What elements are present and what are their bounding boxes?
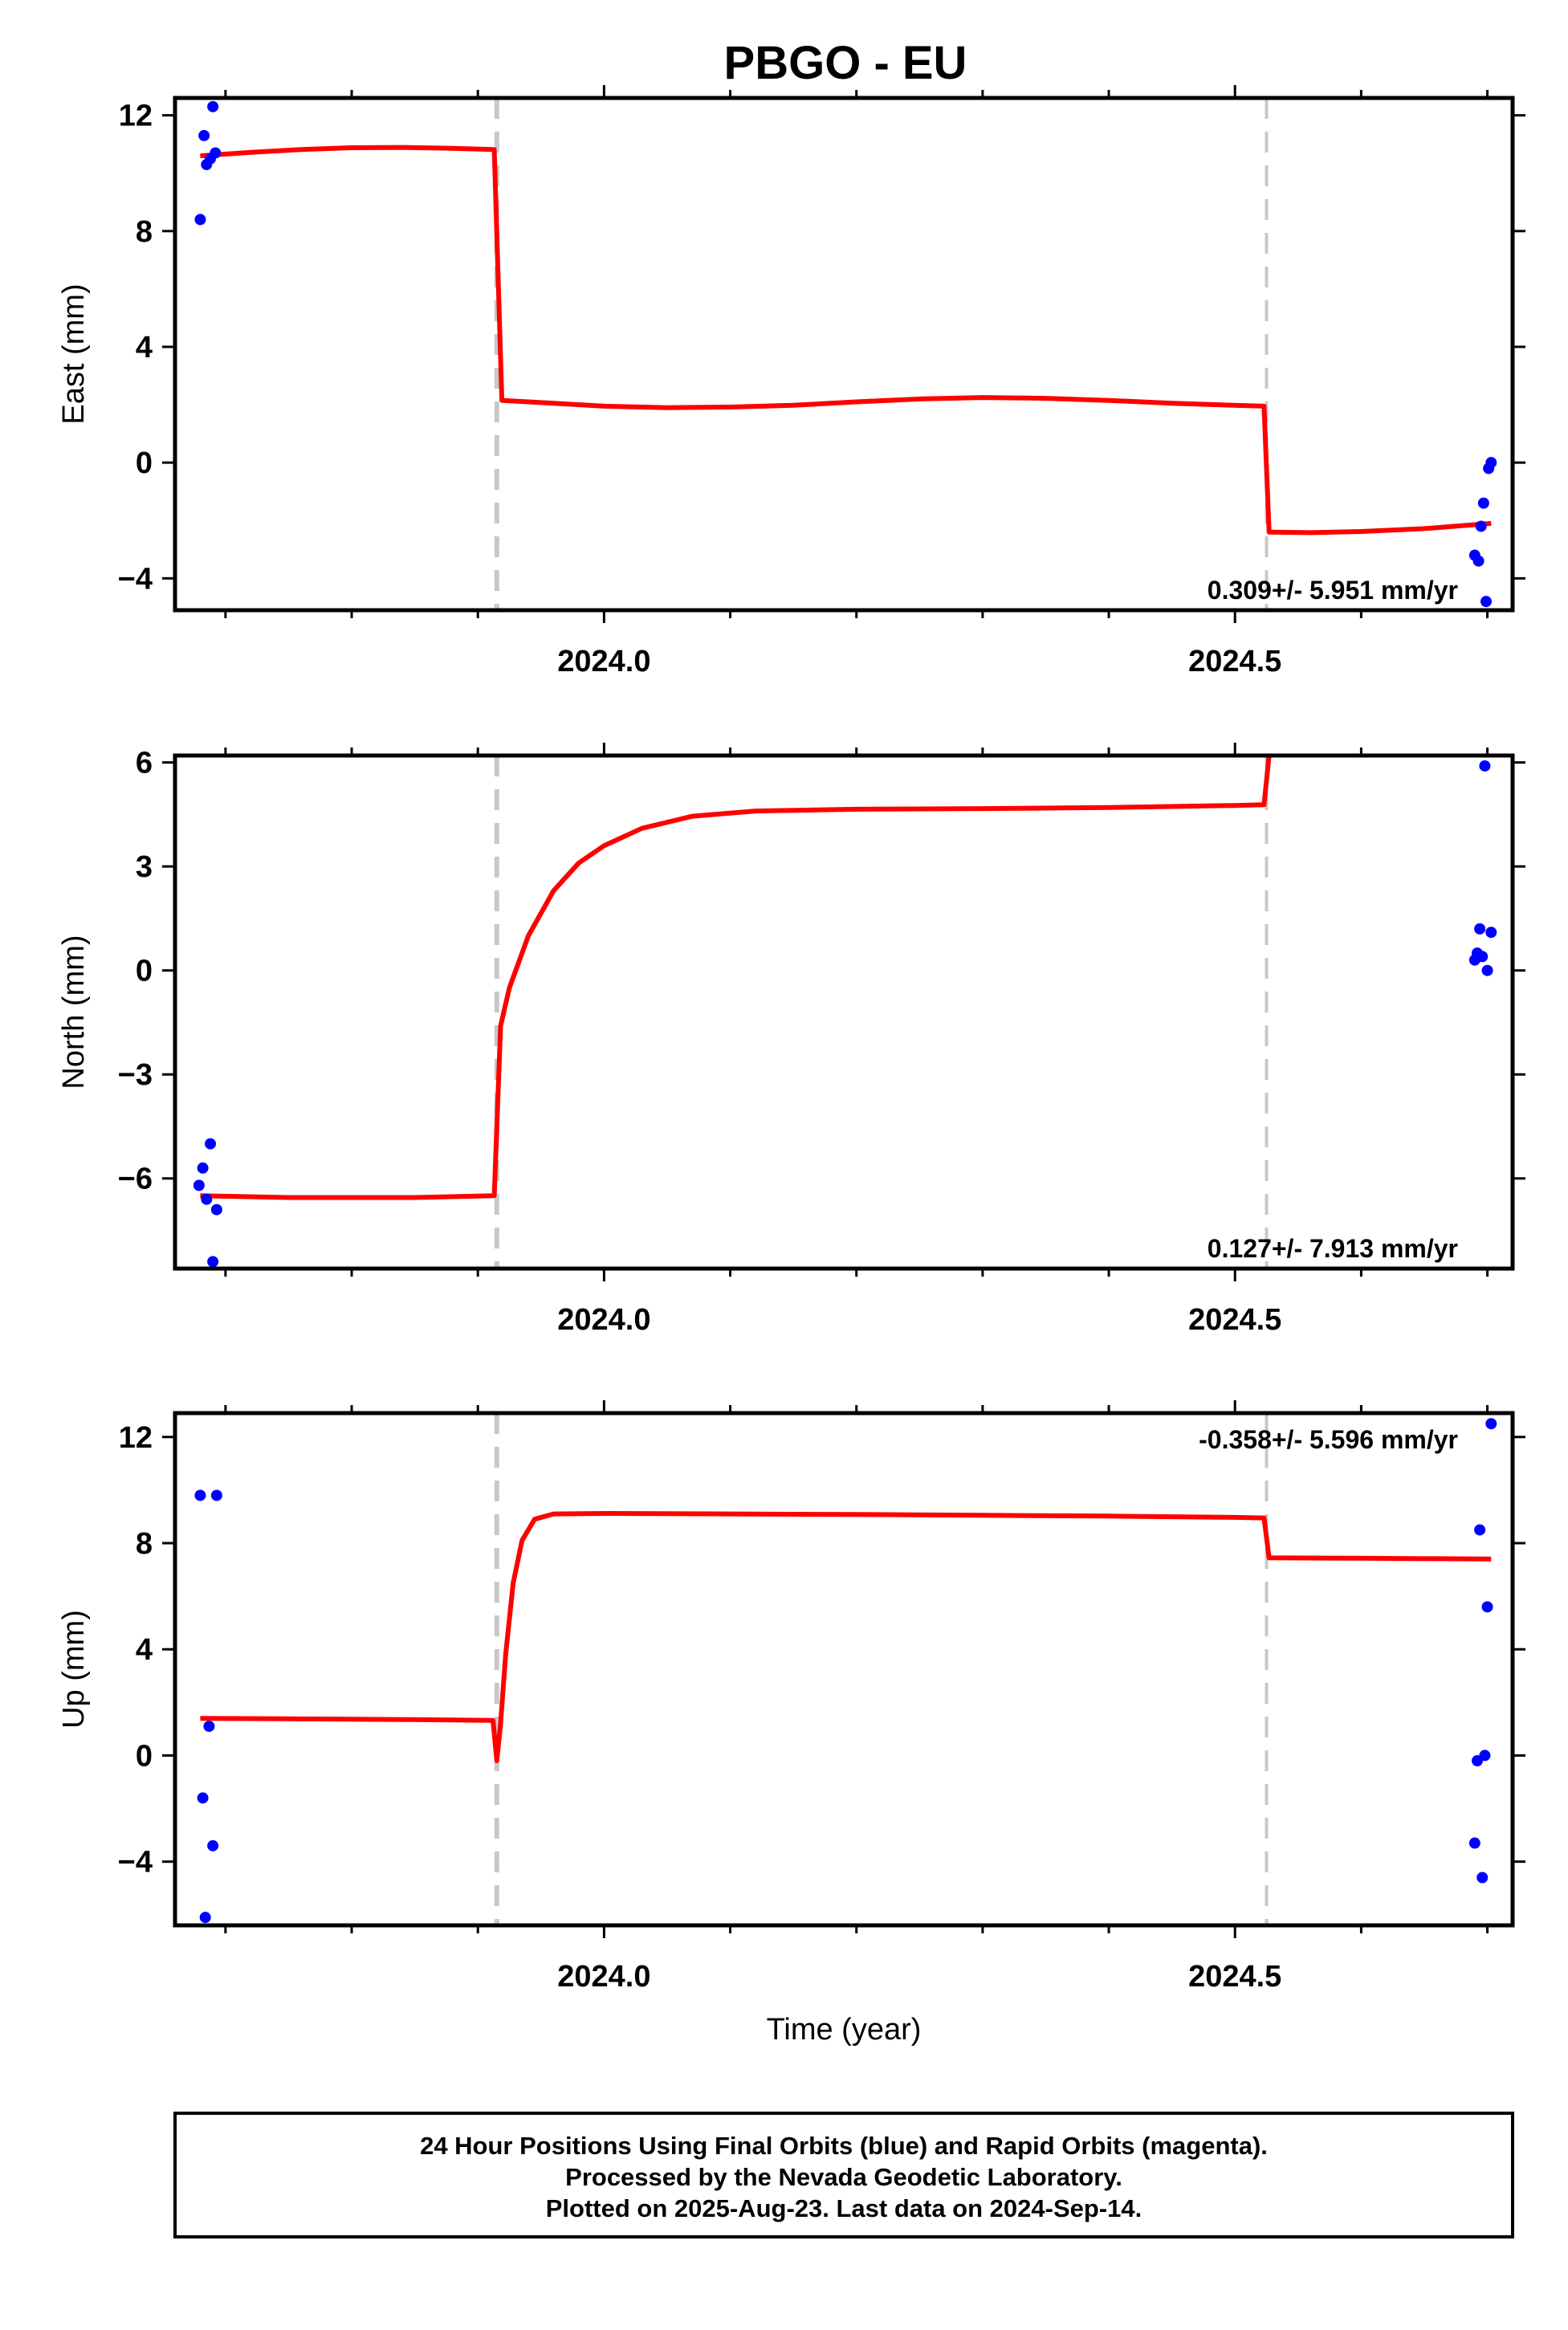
- data-point: [1480, 596, 1492, 608]
- y-tick-label: −6: [118, 1163, 153, 1196]
- data-point: [1474, 923, 1486, 935]
- data-point: [1474, 1524, 1486, 1536]
- x-tick-label: 2024.0: [557, 645, 650, 678]
- model-line: [200, 756, 1272, 1200]
- footer-line-1: 24 Hour Positions Using Final Orbits (bl…: [420, 2132, 1268, 2160]
- data-point: [203, 1721, 215, 1733]
- y-tick-label: 3: [136, 850, 153, 884]
- y-axis-label: North (mm): [57, 935, 91, 1089]
- data-point: [194, 214, 206, 226]
- data-point: [201, 1193, 213, 1205]
- y-tick-label: 8: [136, 1527, 153, 1561]
- plot-frame: [173, 96, 1515, 613]
- data-point: [1472, 555, 1485, 567]
- y-tick-label: −4: [118, 562, 153, 596]
- data-point: [205, 1138, 217, 1150]
- y-tick-label: −3: [118, 1058, 153, 1092]
- data-point: [207, 1256, 219, 1268]
- data-point: [207, 1839, 219, 1851]
- x-axis-label: Time (year): [767, 2013, 922, 2047]
- data-point: [194, 1489, 206, 1501]
- y-tick-label: 12: [119, 1421, 153, 1455]
- data-point: [197, 1162, 209, 1174]
- x-tick-label: 2024.5: [1188, 1960, 1281, 1994]
- data-point: [1476, 951, 1489, 963]
- data-point: [1485, 927, 1497, 939]
- data-point: [1481, 964, 1493, 976]
- data-point: [1477, 497, 1489, 509]
- data-point: [207, 100, 219, 112]
- data-point: [1485, 457, 1497, 469]
- data-point: [1479, 1750, 1491, 1762]
- data-point: [210, 1489, 222, 1501]
- data-point: [1476, 1872, 1489, 1884]
- model-line: [200, 1511, 1492, 1763]
- y-tick-label: 4: [136, 331, 153, 365]
- y-tick-label: 6: [136, 747, 153, 780]
- plot-frame: [173, 753, 1515, 1271]
- y-tick-label: 12: [119, 100, 153, 133]
- y-tick-label: 0: [136, 955, 153, 988]
- figure-title: PBGO - EU: [724, 37, 967, 89]
- x-tick-label: 2024.5: [1188, 645, 1281, 678]
- x-tick-label: 2024.0: [557, 1960, 650, 1994]
- data-point: [210, 1204, 222, 1216]
- data-point: [1479, 760, 1491, 772]
- plot-frame: [173, 1411, 1515, 1928]
- footer-box: [173, 2112, 1514, 2238]
- model-line: [200, 145, 1492, 536]
- y-axis-label: East (mm): [57, 283, 91, 424]
- data-point: [198, 129, 210, 141]
- footer-line-2: Processed by the Nevada Geodetic Laborat…: [565, 2163, 1122, 2191]
- rate-annotation: 0.309+/- 5.951 mm/yr: [1208, 576, 1458, 605]
- data-point: [193, 1179, 205, 1191]
- north-panel: −6 −3 0 3 6 2024.0 2024.5 North (mm) 0.127+/- 7.…: [57, 743, 1525, 1337]
- y-tick-label: 4: [136, 1633, 153, 1667]
- x-tick-label: 2024.0: [557, 1303, 650, 1337]
- y-tick-label: 0: [136, 446, 153, 480]
- y-tick-label: −4: [118, 1846, 153, 1880]
- rate-annotation: 0.127+/- 7.913 mm/yr: [1208, 1234, 1458, 1263]
- up-panel: −4 0 4 8 12 2024.0 2024.5 Up (mm) Time (year) -0.…: [57, 1400, 1525, 2047]
- x-tick-label: 2024.5: [1188, 1303, 1281, 1337]
- rate-annotation: -0.358+/- 5.596 mm/yr: [1199, 1425, 1458, 1454]
- data-point: [1481, 1601, 1493, 1613]
- y-axis-label: Up (mm): [57, 1610, 91, 1729]
- y-tick-label: 8: [136, 215, 153, 249]
- footer-line-3: Plotted on 2025-Aug-23. Last data on 202…: [546, 2194, 1142, 2222]
- data-point: [197, 1792, 209, 1804]
- data-point: [1468, 1837, 1480, 1849]
- east-panel: −4 0 4 8 12 2024.0 2024.5 East (mm) 0.309+/- 5.9…: [57, 85, 1525, 678]
- data-point: [199, 1912, 211, 1924]
- y-tick-label: 0: [136, 1739, 153, 1773]
- data-point: [1475, 520, 1487, 532]
- data-point: [1485, 1418, 1497, 1430]
- data-point: [210, 147, 222, 159]
